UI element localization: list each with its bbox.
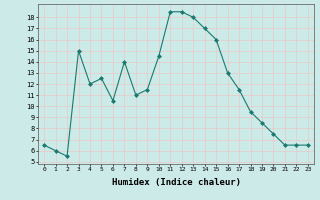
X-axis label: Humidex (Indice chaleur): Humidex (Indice chaleur): [111, 178, 241, 187]
